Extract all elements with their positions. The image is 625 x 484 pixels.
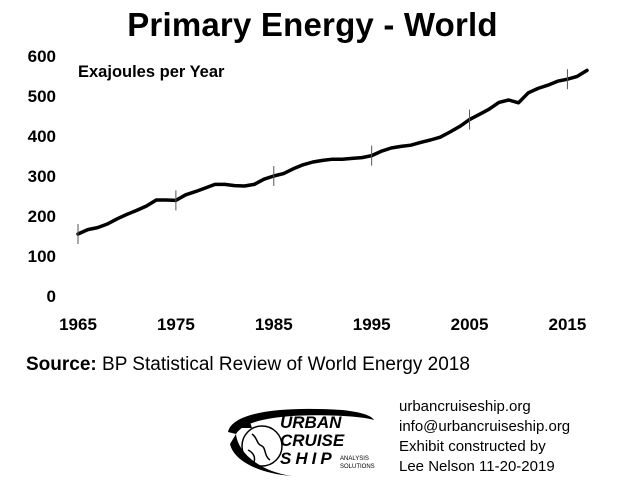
- x-tick-label: 2015: [549, 315, 587, 334]
- x-tick-label: 1985: [255, 315, 293, 334]
- chart-ticks: 0 100 200 300 400 500 600 1965 1975 1985 1995 2005 2…: [28, 47, 587, 334]
- contact-email: info@urbancruiseship.org: [399, 418, 571, 435]
- logo-text-urban: URBAN: [280, 413, 342, 432]
- source-text: BP Statistical Review of World Energy 20…: [96, 354, 470, 375]
- x-tick-label: 1995: [353, 315, 391, 334]
- logo-continents-icon: [247, 433, 271, 463]
- contact-website: urbancruiseship.org: [399, 398, 531, 415]
- chart-title: Primary Energy - World: [127, 6, 498, 43]
- logo-tagline-solutions: SOLUTIONS: [340, 464, 375, 470]
- urban-cruise-ship-logo: URBAN CRUISE SHIP ANALYSIS SOLUTIONS: [228, 408, 375, 476]
- y-tick-label: 500: [28, 87, 56, 106]
- logo-swoosh-bottom: [230, 434, 292, 476]
- logo-globe-icon: [241, 425, 283, 467]
- logo-text-cruise: CRUISE: [280, 431, 345, 450]
- y-tick-label: 600: [28, 47, 56, 66]
- series-line: [76, 68, 589, 236]
- chart-series: [76, 68, 589, 244]
- logo-swoosh-top: [228, 408, 374, 434]
- credit-line-2: Lee Nelson 11-20-2019: [399, 458, 555, 475]
- logo-tagline-analysis: ANALYSIS: [340, 456, 369, 462]
- y-axis-unit-label: Exajoules per Year: [78, 63, 225, 81]
- y-tick-label: 300: [28, 167, 56, 186]
- credit-line-1: Exhibit constructed by: [399, 438, 546, 455]
- y-tick-label: 400: [28, 127, 56, 146]
- source-label: Source:: [26, 354, 97, 375]
- logo-text-ship: SHIP: [280, 449, 336, 468]
- y-tick-label: 100: [28, 247, 56, 266]
- chart-svg: Exajoules per Year 0 100 200 300 400 500 600 19…: [28, 47, 589, 334]
- y-tick-label: 0: [47, 287, 56, 306]
- logo-flag-icon: [240, 422, 252, 428]
- x-tick-label: 2005: [451, 315, 489, 334]
- x-tick-label: 1975: [157, 315, 195, 334]
- source-line: Source: BP Statistical Review of World E…: [26, 354, 470, 376]
- y-tick-label: 200: [28, 207, 56, 226]
- x-tick-label: 1965: [59, 315, 97, 334]
- contact-block: urbancruiseship.org info@urbancruiseship…: [399, 397, 570, 477]
